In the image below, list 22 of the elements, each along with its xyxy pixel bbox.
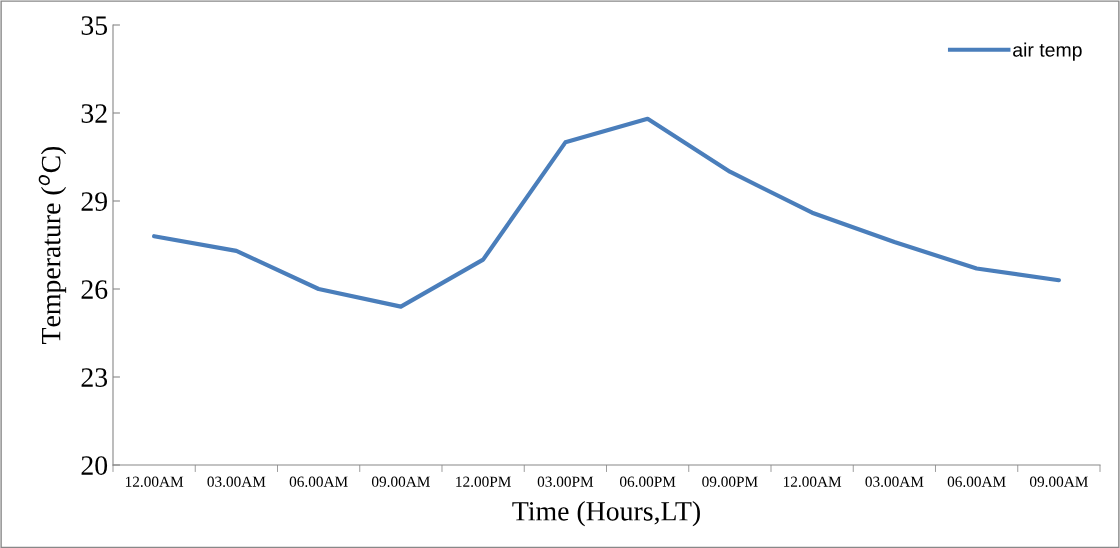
x-tick-label: 09.00PM xyxy=(702,476,758,487)
x-axis-title: Time (Hours,LT) xyxy=(512,501,700,527)
y-tick-label: 26 xyxy=(81,280,108,299)
x-tick-label: 06.00PM xyxy=(619,476,676,487)
line-series xyxy=(152,116,1061,309)
x-tick-label: 12.00PM xyxy=(456,476,511,487)
x-tick-label: 06.00AM xyxy=(289,476,348,487)
y-tick-label: 29 xyxy=(81,192,107,211)
y-tick-label: 23 xyxy=(81,368,108,387)
y-tick-label: 20 xyxy=(81,456,108,475)
y-axis-title: Temperature ($^{o}$C) xyxy=(38,146,67,344)
x-tick-label: 06.00AM xyxy=(947,476,1006,487)
x-tick-label: 12.00AM xyxy=(125,476,184,487)
x-tick-label: 03.00AM xyxy=(865,476,924,487)
y-tick-label: 35 xyxy=(81,16,108,35)
x-tick-label: 09.00AM xyxy=(1029,476,1088,487)
x-tick-label: 03.00PM xyxy=(537,476,594,487)
legend-label: air temp xyxy=(1013,42,1082,61)
y-tick-label: 32 xyxy=(81,104,107,123)
x-tick-label: 03.00AM xyxy=(207,476,266,487)
x-tick-label: 12.00AM xyxy=(783,476,842,487)
x-tick-label: 09.00AM xyxy=(371,476,430,487)
